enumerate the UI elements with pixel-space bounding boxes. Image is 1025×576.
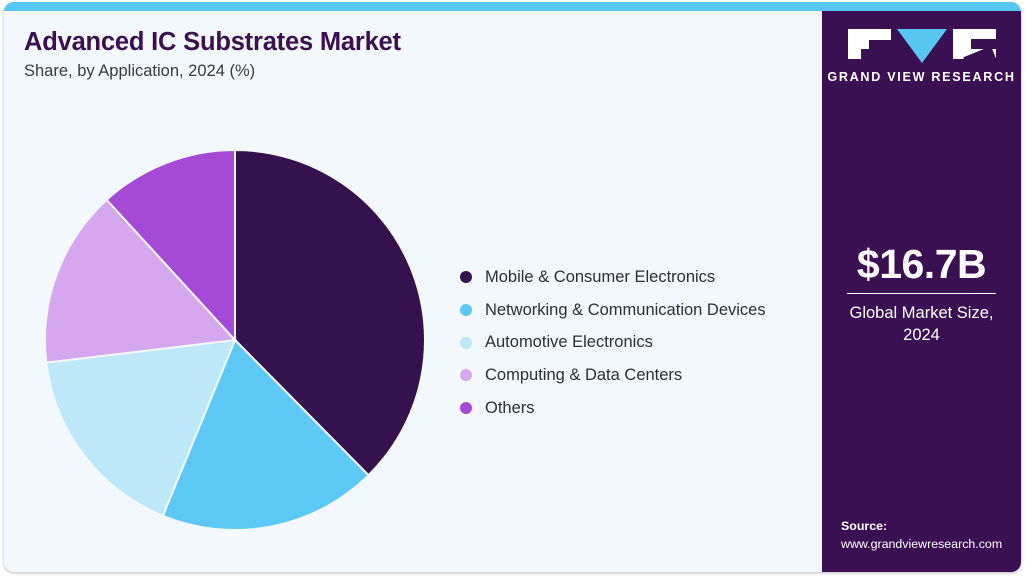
legend-item-label: Networking & Communication Devices: [485, 300, 766, 319]
page-subtitle: Share, by Application, 2024 (%): [24, 62, 256, 80]
source-block: Source: www.grandviewresearch.com: [841, 518, 1021, 554]
logo-marks: [822, 29, 1021, 63]
chart-legend: Mobile & Consumer Electronics Networking …: [460, 261, 810, 424]
stat-caption: Global Market Size, 2024: [849, 304, 994, 345]
pie-slice[interactable]: [234, 148, 426, 477]
logo-g-icon: [847, 29, 891, 59]
stat-value: $16.7B: [856, 241, 987, 287]
pie-chart-svg: [44, 148, 426, 531]
legend-color-dot-icon: [460, 369, 472, 382]
logo-v-triangle-icon: [896, 29, 947, 63]
pie-slice[interactable]: [161, 338, 370, 531]
pie-slice[interactable]: [105, 148, 236, 343]
logo-r-icon: [952, 29, 996, 59]
legend-item[interactable]: Networking & Communication Devices: [460, 294, 810, 327]
legend-item-label: Mobile & Consumer Electronics: [485, 267, 716, 286]
pie-slice[interactable]: [45, 338, 237, 518]
legend-item-label: Computing & Data Centers: [485, 365, 683, 384]
legend-color-dot-icon: [460, 336, 472, 349]
legend-color-dot-icon: [460, 271, 472, 284]
page-title: Advanced IC Substrates Market: [24, 28, 401, 56]
gvr-logo: GRAND VIEW RESEARCH: [822, 29, 1021, 84]
top-accent-bar: [4, 2, 1021, 11]
brand-sidebar: GRAND VIEW RESEARCH $16.7B Global Market…: [822, 11, 1021, 572]
legend-item[interactable]: Computing & Data Centers: [460, 359, 810, 392]
stat-divider: [847, 293, 996, 295]
source-url[interactable]: www.grandviewresearch.com: [841, 537, 1003, 552]
main-content-area: Advanced IC Substrates Market Share, by …: [4, 11, 822, 572]
pie-slice-group: [44, 148, 426, 531]
legend-item[interactable]: Automotive Electronics: [460, 326, 810, 359]
legend-item[interactable]: Mobile & Consumer Electronics: [460, 261, 810, 294]
pie-chart: [40, 141, 430, 531]
chart-card: Advanced IC Substrates Market Share, by …: [4, 2, 1021, 572]
legend-item[interactable]: Others: [460, 392, 810, 425]
market-size-stat: $16.7B Global Market Size, 2024: [822, 241, 1021, 347]
legend-item-label: Others: [485, 398, 535, 417]
logo-wordmark: GRAND VIEW RESEARCH: [827, 70, 1016, 84]
legend-color-dot-icon: [460, 402, 472, 415]
source-label: Source:: [841, 519, 888, 534]
legend-color-dot-icon: [460, 304, 472, 317]
pie-slice[interactable]: [44, 198, 238, 364]
legend-item-label: Automotive Electronics: [485, 333, 653, 352]
